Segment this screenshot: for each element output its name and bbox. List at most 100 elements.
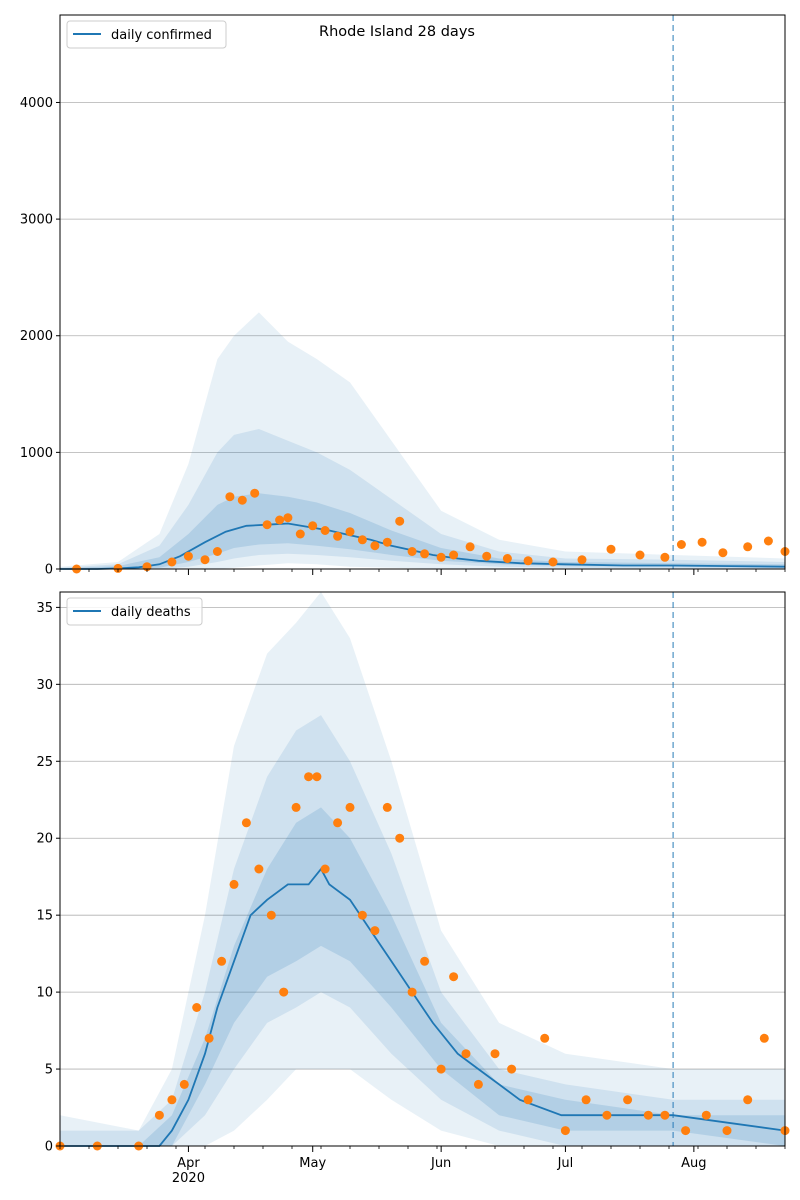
confirmed-y-tick-label: 0 [45, 563, 53, 578]
deaths-observed-point [602, 1110, 612, 1120]
confirmed-band-inner [60, 493, 785, 569]
deaths-observed-point [279, 987, 289, 997]
deaths-legend: daily deaths [66, 597, 203, 626]
deaths-observed-point [507, 1064, 517, 1074]
deaths-observed-point [304, 772, 314, 782]
x-tick-label: Jun [430, 1156, 451, 1171]
deaths-observed-point [192, 1003, 202, 1012]
confirmed-observed-point [676, 540, 686, 549]
deaths-y-tick-label: 0 [45, 1140, 53, 1155]
confirmed-y-ticks: 0 1000 2000 3000 4000 [20, 96, 60, 578]
confirmed-observed-point [407, 547, 417, 556]
deaths-observed-point [241, 818, 251, 828]
deaths-observed-point [461, 1049, 471, 1059]
confirmed-legend-box [66, 20, 227, 49]
deaths-observed-point [722, 1126, 732, 1136]
confirmed-axes-frame [59, 14, 786, 570]
confirmed-observed-point [763, 536, 773, 546]
deaths-observed-point [407, 987, 417, 997]
confirmed-observed-point [743, 542, 753, 552]
deaths-y-ticks: 0 5 10 15 20 25 30 35 [36, 601, 60, 1155]
deaths-observed-point [291, 802, 301, 812]
x-tick-label: May [299, 1156, 326, 1171]
deaths-band-outer [60, 592, 785, 1146]
confirmed-observed-point [449, 550, 459, 560]
confirmed-observed-point [697, 537, 707, 547]
deaths-observed-point [382, 802, 392, 812]
deaths-y-tick-label: 10 [36, 986, 53, 1001]
confirmed-observed-point [225, 492, 235, 502]
deaths-y-tick-label: 20 [36, 832, 53, 847]
deaths-observed-point [436, 1064, 446, 1074]
deaths-observed-point [540, 1033, 550, 1043]
deaths-observed-point [357, 910, 367, 920]
confirmed-observed-point [577, 555, 587, 565]
deaths-observed-point [743, 1095, 753, 1105]
deaths-observed-point [523, 1095, 533, 1105]
deaths-observed-point [660, 1110, 670, 1120]
confirmed-observed-point [548, 557, 558, 567]
confirmed-observed-point [250, 488, 260, 498]
deaths-observed-point [167, 1095, 177, 1105]
deaths-y-tick-label: 30 [36, 678, 53, 693]
deaths-y-tick-label: 15 [36, 909, 53, 924]
deaths-observed-point [581, 1095, 591, 1105]
deaths-observed-point [701, 1110, 711, 1120]
confirmed-observed-point [382, 537, 392, 547]
deaths-legend-box [66, 597, 203, 626]
x-tick-label: Aug [681, 1156, 706, 1171]
confirmed-observed-point [212, 547, 222, 556]
confirmed-legend-label: daily confirmed [111, 28, 212, 43]
deaths-y-tick-label: 25 [36, 755, 53, 770]
confirmed-observed-point [308, 521, 318, 531]
confirmed-observed-point [523, 556, 533, 566]
confirmed-observed-point [370, 541, 380, 551]
deaths-observed-point [370, 926, 380, 936]
deaths-observed-point [449, 972, 459, 982]
deaths-observed-point [204, 1033, 214, 1043]
confirmed-observed-point [237, 495, 247, 505]
deaths-observed-point [681, 1126, 691, 1136]
confirmed-observed-point [635, 550, 645, 560]
confirmed-observed-point [295, 529, 305, 539]
confirmed-y-tick-label: 3000 [20, 213, 53, 228]
confirmed-observed-point [436, 552, 446, 562]
confirmed-legend: daily confirmed [66, 20, 227, 49]
confirmed-observed-point [183, 551, 193, 561]
deaths-observed-point [395, 833, 405, 843]
confirmed-observed-point [320, 526, 330, 535]
deaths-observed-point [643, 1110, 653, 1120]
chart-title: Rhode Island 28 days [319, 24, 475, 40]
confirmed-observed-point [420, 549, 430, 559]
confirmed-band-outer [60, 312, 785, 569]
confirmed-observed-point [113, 563, 123, 573]
confirmed-observed-point [333, 531, 343, 541]
confirmed-observed-point [465, 542, 475, 552]
confirmed-observed-point [482, 551, 492, 561]
confirmed-observed-point [660, 552, 670, 562]
confirmed-x-ticks [59, 569, 786, 575]
deaths-observed-point [345, 802, 355, 812]
deaths-observed-point [154, 1110, 164, 1120]
deaths-observed-points [55, 772, 790, 1151]
x-tick-label: Jul [557, 1156, 574, 1171]
deaths-observed-point [759, 1033, 769, 1043]
x-year-label: 2020 [172, 1171, 205, 1186]
deaths-observed-point [266, 910, 276, 920]
confirmed-observed-point [502, 554, 512, 563]
deaths-median-line [60, 867, 786, 1147]
deaths-observed-point [320, 864, 330, 874]
confirmed-observed-point [262, 520, 272, 530]
deaths-band-middle [60, 715, 785, 1146]
deaths-observed-point [420, 956, 430, 966]
deaths-observed-point [217, 956, 227, 966]
confirmed-y-tick-label: 4000 [20, 96, 53, 111]
deaths-observed-point [312, 772, 322, 782]
deaths-median-path [60, 867, 786, 1147]
deaths-legend-label: daily deaths [111, 605, 191, 620]
deaths-observed-point [179, 1079, 189, 1089]
deaths-observed-point [560, 1126, 570, 1136]
confirmed-observed-point [606, 544, 616, 554]
